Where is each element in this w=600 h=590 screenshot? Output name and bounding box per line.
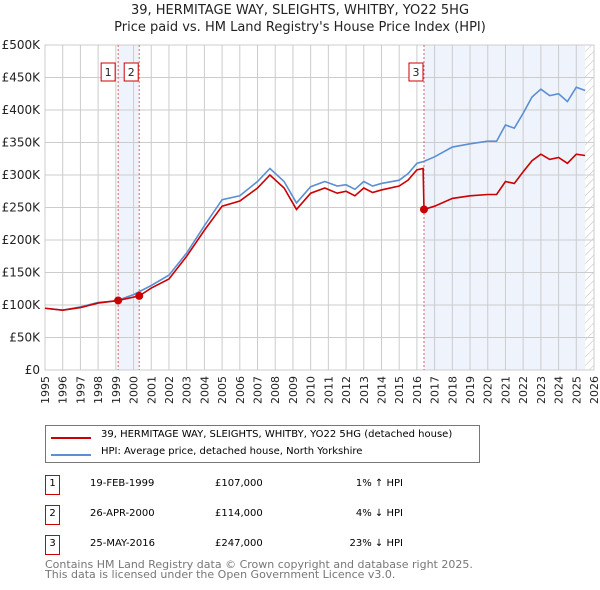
y-tick-label: £250K (2, 201, 42, 215)
plot-border (44, 44, 595, 371)
y-tick-label: £0 (25, 363, 40, 377)
x-tick-label: 1996 (57, 376, 70, 404)
x-tick-label: 2016 (411, 376, 424, 404)
transaction-hpi: 23% ↓ HPI (349, 538, 403, 549)
chart-subtitle: Price paid vs. HM Land Registry's House … (114, 20, 486, 35)
price-chart: 1995 1996 1997 1998 1999 2000 2001 2002 2003 2004… (2, 38, 600, 404)
footer: Contains HM Land Registry data © Crown c… (45, 558, 473, 581)
transaction-date: 19-FEB-1999 (90, 478, 155, 489)
sale-point (419, 205, 428, 214)
transaction-row: 1 19-FEB-1999 £107,000 1% ↑ HPI (45, 475, 445, 495)
x-tick-label: 2011 (322, 376, 335, 404)
transaction-date: 26-APR-2000 (90, 508, 155, 519)
property-line (44, 153, 586, 312)
transaction-hpi: 1% ↑ HPI (355, 478, 403, 489)
x-tick-label: 2021 (499, 376, 512, 404)
x-tick-label: 2023 (535, 376, 548, 404)
legend: 39, HERMITAGE WAY, SLEIGHTS, WHITBY, YO2… (45, 425, 480, 463)
y-tick-label: £200K (2, 233, 42, 247)
x-tick-label: 2019 (464, 376, 477, 404)
x-tick-label: 2015 (393, 376, 406, 404)
x-tick-label: 2022 (517, 376, 530, 404)
x-tick-label: 2020 (482, 376, 495, 404)
x-tick-label: 2006 (234, 376, 247, 404)
y-tick-label: £100K (2, 298, 42, 312)
legend-blue-line (51, 454, 91, 456)
legend-hpi: HPI: Average price, detached house, Nort… (101, 446, 363, 457)
footer-line-2: This data is licensed under the Open Gov… (45, 568, 396, 581)
x-tick-label: 1995 (39, 376, 52, 404)
x-tick-label: 2001 (145, 376, 158, 404)
transaction-date: 25-MAY-2016 (90, 538, 156, 549)
x-tick-label: 2017 (429, 376, 442, 404)
y-tick-label: £300K (2, 168, 42, 182)
legend-property: 39, HERMITAGE WAY, SLEIGHTS, WHITBY, YO2… (101, 429, 453, 440)
x-tick-label: 2008 (269, 376, 282, 404)
x-tick-label: 2018 (446, 376, 459, 404)
sale-label-box (123, 62, 139, 82)
x-tick-label: 1997 (74, 376, 87, 404)
x-tick-label: 1998 (92, 376, 105, 404)
transaction-price: £247,000 (215, 538, 263, 549)
transaction-marker: 1 (45, 475, 60, 495)
chart-title: 39, HERMITAGE WAY, SLEIGHTS, WHITBY, YO2… (130, 3, 470, 18)
transaction-row: 2 26-APR-2000 £114,000 4% ↓ HPI (45, 505, 445, 525)
transaction-marker: 2 (45, 505, 60, 525)
footer-line-1: Contains HM Land Registry data © Crown c… (45, 558, 473, 571)
transaction-hpi: 4% ↓ HPI (355, 508, 403, 519)
x-tick-label: 2024 (553, 376, 566, 404)
x-tick-label: 2004 (198, 376, 211, 404)
x-tick-label: 2026 (588, 376, 600, 404)
transaction-row: 3 25-MAY-2016 £247,000 23% ↓ HPI (45, 535, 445, 555)
sale-label: 2 (128, 66, 135, 79)
y-tick-label: £450K (2, 71, 42, 85)
x-tick-label: 2005 (216, 376, 229, 404)
x-tick-label: 2002 (163, 376, 176, 404)
x-tick-label: 2025 (570, 376, 583, 404)
x-tick-label: 2000 (128, 376, 141, 404)
sale-label-box (100, 62, 116, 82)
y-tick-label: £50K (9, 331, 41, 345)
transaction-marker: 3 (45, 535, 60, 555)
x-tick-label: 2009 (287, 376, 300, 404)
transaction-price: £114,000 (215, 508, 263, 519)
x-tick-label: 2010 (305, 376, 318, 404)
sale-point (114, 296, 123, 305)
x-tick-label: 2007 (252, 376, 265, 404)
y-tick-label: £350K (2, 136, 42, 150)
sale-label: 3 (412, 66, 419, 79)
y-tick-label: £500K (2, 38, 42, 52)
x-tick-label: 2012 (340, 376, 353, 404)
x-tick-label: 1999 (110, 376, 123, 404)
hpi-line (44, 86, 586, 312)
x-tick-label: 2013 (358, 376, 371, 404)
x-tick-label: 2014 (375, 376, 388, 404)
y-tick-label: £400K (2, 103, 42, 117)
transaction-price: £107,000 (215, 478, 263, 489)
legend-red-line (51, 437, 91, 439)
sale-label-box (408, 62, 424, 82)
sale-label: 1 (105, 66, 112, 79)
y-tick-label: £150K (2, 266, 42, 280)
x-tick-label: 2003 (181, 376, 194, 404)
sale-point (135, 291, 144, 300)
